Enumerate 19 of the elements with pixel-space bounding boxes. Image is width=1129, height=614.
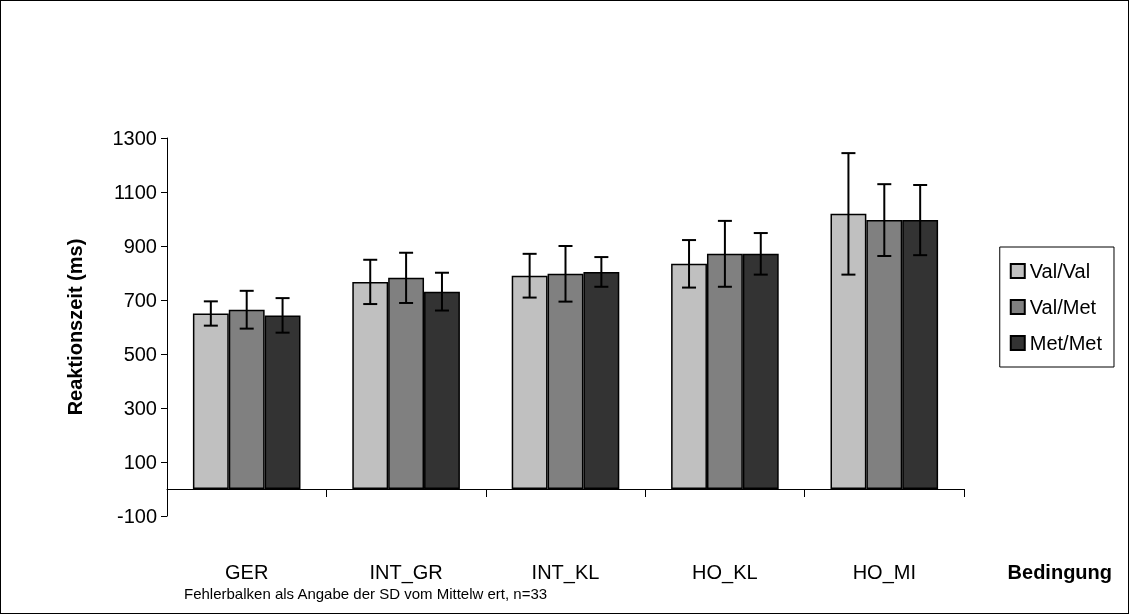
x-axis-title: Bedingung	[1007, 561, 1113, 583]
legend-label: Val/Val	[1029, 260, 1091, 282]
x-tick-label: HO_MI	[852, 561, 916, 584]
x-tick-label: HO_KL	[692, 561, 758, 584]
y-tick-label: 700	[123, 289, 157, 311]
x-tick-label: GER	[225, 561, 269, 583]
y-tick-label: -100	[116, 505, 157, 527]
y-tick-label: 900	[123, 235, 157, 257]
y-tick-label: 1100	[113, 181, 157, 203]
y-tick-label: 500	[123, 343, 157, 365]
y-axis-title: Reaktionszeit (ms)	[64, 238, 86, 416]
y-tick-label: 300	[123, 397, 157, 419]
legend-label: Met/Met	[1029, 332, 1103, 354]
y-tick-label: 100	[123, 451, 157, 473]
x-tick-label: INT_GR	[369, 561, 443, 584]
legend-label: Val/Met	[1029, 296, 1097, 318]
y-tick-label: 1300	[112, 127, 157, 149]
text: Fehlerbalken als Angabe der SD vom Mittelw ert, n=33	[184, 585, 548, 602]
x-tick-label: INT_KL	[531, 561, 600, 584]
